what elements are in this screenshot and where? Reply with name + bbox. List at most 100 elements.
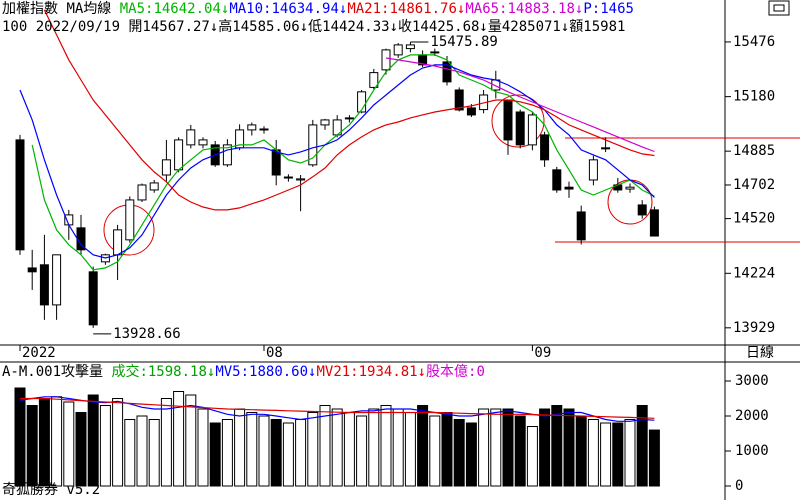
volume-bar bbox=[173, 391, 185, 487]
legend-entry: MA10:14634.94↓ bbox=[229, 1, 347, 17]
max-label: 15475.89 bbox=[430, 34, 497, 50]
volume-bar bbox=[112, 398, 124, 487]
footer: 奇狐勝券 v5.2 bbox=[2, 481, 100, 498]
candle-body bbox=[601, 147, 611, 150]
volume-bar bbox=[636, 405, 648, 487]
candle-body bbox=[540, 134, 550, 161]
candle-body bbox=[515, 111, 525, 146]
candle-body bbox=[588, 159, 598, 181]
volume-bar bbox=[551, 405, 563, 487]
header-extra: P:1465 bbox=[583, 1, 634, 17]
candle-body bbox=[527, 114, 537, 146]
price-header: 加權指數 MA均線 MA5:14642.04↓MA10:14634.94↓MA2… bbox=[2, 1, 634, 17]
volume-bar bbox=[319, 405, 331, 487]
volume-bar bbox=[392, 408, 404, 487]
volume-bar bbox=[441, 412, 453, 487]
plot: 15475.89 13928.66 bbox=[14, 9, 660, 487]
candle-body bbox=[271, 149, 281, 176]
volume-bar bbox=[453, 419, 465, 487]
ma-line bbox=[385, 57, 655, 153]
candle-body bbox=[576, 211, 586, 241]
candle-body bbox=[39, 264, 49, 306]
legend-entry: MA5:14642.04↓ bbox=[120, 1, 230, 17]
chart-title: 加權指數 bbox=[2, 1, 58, 17]
y-tick-label: 14224 bbox=[733, 265, 775, 281]
volume-bar bbox=[465, 422, 477, 487]
y-tick-label: 13929 bbox=[733, 320, 775, 336]
candle-body bbox=[113, 229, 123, 256]
legend-entry: MA65:14883.18↓ bbox=[465, 1, 583, 17]
volume-bar bbox=[490, 408, 502, 487]
candle-body bbox=[52, 254, 62, 306]
candle-body bbox=[161, 159, 171, 176]
volume-bar bbox=[197, 408, 209, 487]
candle-body bbox=[174, 139, 184, 171]
ma-line bbox=[31, 54, 655, 271]
window-button-icon bbox=[773, 4, 785, 12]
candle-body bbox=[137, 184, 147, 201]
y-tick-label: 3000 bbox=[735, 373, 769, 389]
legend-entry: MV21:1934.81↓ bbox=[316, 364, 426, 380]
volume-bar bbox=[575, 415, 587, 487]
volume-bar bbox=[368, 408, 380, 487]
candle-body bbox=[259, 128, 269, 131]
window-button[interactable] bbox=[768, 0, 790, 16]
ma-line bbox=[43, 9, 655, 211]
volume-bar bbox=[124, 419, 136, 487]
candle-body bbox=[625, 186, 635, 190]
y-tick-label: 2000 bbox=[735, 408, 769, 424]
volume-header: A-M.001攻擊量 成交:1598.18↓MV5:1880.60↓MV21:1… bbox=[2, 363, 485, 380]
volume-bar bbox=[282, 422, 294, 487]
candle-body bbox=[283, 176, 293, 179]
candle-body bbox=[564, 186, 574, 190]
volume-bar bbox=[185, 394, 197, 487]
volume-bar bbox=[246, 412, 258, 487]
y-tick-label: 14702 bbox=[733, 177, 775, 193]
candle-body bbox=[369, 72, 379, 88]
candle-body bbox=[344, 117, 354, 120]
price-info: 100 2022/09/19 開14567.27↓高14585.06↓低1442… bbox=[2, 18, 625, 35]
volume-bar bbox=[356, 415, 368, 487]
candle-body bbox=[405, 44, 415, 50]
candle-body bbox=[393, 44, 403, 56]
volume-bar bbox=[417, 405, 429, 487]
x-tick-label: 09 bbox=[534, 345, 551, 361]
candle-body bbox=[442, 61, 452, 83]
volume-bar bbox=[75, 412, 87, 487]
volume-bar bbox=[87, 394, 99, 487]
annotation-circle bbox=[491, 94, 545, 148]
x-tick-label: 2022 bbox=[22, 345, 56, 361]
volume-bar bbox=[99, 405, 111, 487]
candle-body bbox=[247, 124, 257, 131]
volume-bar bbox=[404, 412, 416, 487]
y-tick-label: 14885 bbox=[733, 143, 775, 159]
volume-bar bbox=[14, 387, 26, 487]
volume-bar bbox=[624, 419, 636, 487]
candle-body bbox=[503, 99, 513, 141]
ma-line bbox=[20, 397, 655, 419]
candle-body bbox=[381, 49, 391, 71]
candle-body bbox=[357, 91, 367, 113]
volume-bar bbox=[221, 419, 233, 487]
x-tick-label: 08 bbox=[266, 345, 283, 361]
volume-bar bbox=[612, 422, 624, 487]
candle-body bbox=[637, 204, 647, 216]
candle-body bbox=[125, 199, 135, 241]
candle-body bbox=[27, 267, 37, 273]
candle-body bbox=[186, 129, 196, 146]
volume-bar bbox=[295, 419, 307, 487]
volume-bar bbox=[38, 398, 50, 487]
volume-bar bbox=[258, 415, 270, 487]
candle-body bbox=[649, 209, 659, 237]
y-tick-label: 0 bbox=[735, 478, 743, 494]
ma-line bbox=[19, 64, 655, 259]
candle-body bbox=[430, 51, 440, 54]
volume-bar bbox=[380, 405, 392, 487]
header-extra: 股本億:0 bbox=[426, 364, 485, 380]
volume-bar bbox=[648, 429, 660, 487]
period-label: 日線 bbox=[746, 345, 774, 361]
volume-bar bbox=[478, 408, 490, 487]
volume-bar bbox=[343, 412, 355, 487]
